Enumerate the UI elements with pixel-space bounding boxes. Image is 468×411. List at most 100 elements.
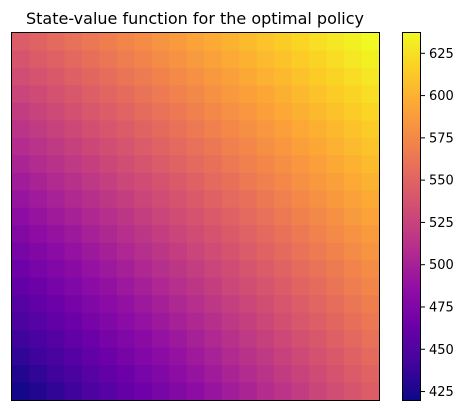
heatmap-cell xyxy=(116,347,135,366)
heatmap-cell xyxy=(256,225,275,244)
heatmap-cell xyxy=(221,155,240,174)
heatmap-cell xyxy=(29,190,48,209)
heatmap-cell xyxy=(256,260,275,279)
heatmap-cell xyxy=(361,67,380,87)
heatmap-cell xyxy=(29,295,48,314)
heatmap-cell xyxy=(274,225,293,244)
heatmap-cell xyxy=(151,120,170,139)
heatmap-cell xyxy=(361,277,380,296)
heatmap-cell xyxy=(274,102,293,121)
heatmap-cell xyxy=(221,102,240,121)
heatmap-cell xyxy=(12,67,31,87)
colorbar-tick-label: 425 xyxy=(429,385,454,400)
heatmap-cell xyxy=(134,382,153,401)
heatmap-cell xyxy=(81,260,100,279)
heatmap-cell xyxy=(186,67,205,87)
heatmap-cell xyxy=(186,382,205,401)
heatmap-cell xyxy=(99,33,118,52)
heatmap-cell xyxy=(46,225,66,244)
heatmap-cell xyxy=(256,190,275,209)
colorbar-gradient xyxy=(402,32,421,401)
heatmap-cell xyxy=(186,260,205,279)
heatmap-cell xyxy=(291,67,310,87)
heatmap-cell xyxy=(291,242,310,261)
heatmap-cell xyxy=(29,50,48,69)
heatmap-cell xyxy=(204,50,223,69)
chart-title: State-value function for the optimal pol… xyxy=(26,9,364,28)
heatmap-cell xyxy=(151,330,170,349)
heatmap-cell xyxy=(99,225,118,244)
heatmap-cell xyxy=(204,190,223,209)
heatmap-cell xyxy=(221,85,240,104)
heatmap-cell xyxy=(274,260,293,279)
heatmap-cell xyxy=(64,67,83,87)
heatmap-cell xyxy=(169,242,188,261)
heatmap-cell xyxy=(99,67,118,87)
heatmap-cell xyxy=(81,382,100,401)
heatmap-cell xyxy=(169,260,188,279)
heatmap-cell xyxy=(326,50,345,69)
heatmap-cell xyxy=(169,85,188,104)
heatmap-cell xyxy=(29,207,48,226)
heatmap-cell xyxy=(64,137,83,156)
heatmap-cell xyxy=(221,33,240,52)
heatmap-cell xyxy=(151,207,170,226)
heatmap-cell xyxy=(116,330,135,349)
heatmap-cell xyxy=(29,382,48,401)
heatmap-cell xyxy=(64,33,83,52)
heatmap-cell xyxy=(256,365,275,384)
heatmap-cell xyxy=(116,172,135,191)
heatmap-cell xyxy=(151,50,170,69)
heatmap-cell xyxy=(326,137,345,156)
heatmap-cell xyxy=(221,67,240,87)
heatmap-cell xyxy=(291,120,310,139)
heatmap-cell xyxy=(81,172,100,191)
heatmap-cell xyxy=(309,347,328,366)
heatmap-cell xyxy=(361,207,380,226)
heatmap-cell xyxy=(116,120,135,139)
heatmap-cell xyxy=(116,67,135,87)
heatmap-cell xyxy=(99,260,118,279)
heatmap-cell xyxy=(326,225,345,244)
heatmap-cell xyxy=(64,50,83,69)
heatmap-cell xyxy=(361,33,380,52)
heatmap-cell xyxy=(221,330,240,349)
heatmap-cell xyxy=(81,295,100,314)
heatmap-cell xyxy=(326,207,345,226)
heatmap-cell xyxy=(309,242,328,261)
heatmap-cell xyxy=(151,67,170,87)
heatmap-cell xyxy=(12,260,31,279)
heatmap-cell xyxy=(116,260,135,279)
heatmap-cell xyxy=(239,207,258,226)
heatmap-cell xyxy=(64,382,83,401)
heatmap-cell xyxy=(361,137,380,156)
heatmap-cell xyxy=(46,277,66,296)
heatmap-cell xyxy=(12,155,31,174)
heatmap-cell xyxy=(169,155,188,174)
heatmap-cell xyxy=(81,347,100,366)
heatmap-cells xyxy=(12,33,380,401)
heatmap-cell xyxy=(361,312,380,331)
colorbar-tick-label: 450 xyxy=(429,343,454,358)
heatmap-cell xyxy=(326,277,345,296)
heatmap-cell xyxy=(291,137,310,156)
heatmap-cell xyxy=(361,155,380,174)
heatmap-cell xyxy=(256,347,275,366)
heatmap-cell xyxy=(344,120,363,139)
colorbar-tick-label: 525 xyxy=(429,216,454,231)
heatmap-cell xyxy=(46,85,66,104)
heatmap-cell xyxy=(274,295,293,314)
heatmap-cell xyxy=(12,137,31,156)
heatmap-cell xyxy=(186,295,205,314)
heatmap-cell xyxy=(326,365,345,384)
heatmap-cell xyxy=(99,155,118,174)
heatmap-cell xyxy=(29,260,48,279)
heatmap-cell xyxy=(291,312,310,331)
heatmap-cell xyxy=(29,365,48,384)
heatmap-cell xyxy=(256,120,275,139)
heatmap-cell xyxy=(221,190,240,209)
heatmap-cell xyxy=(81,277,100,296)
heatmap-cell xyxy=(239,347,258,366)
heatmap-cell xyxy=(274,50,293,69)
heatmap-cell xyxy=(151,85,170,104)
